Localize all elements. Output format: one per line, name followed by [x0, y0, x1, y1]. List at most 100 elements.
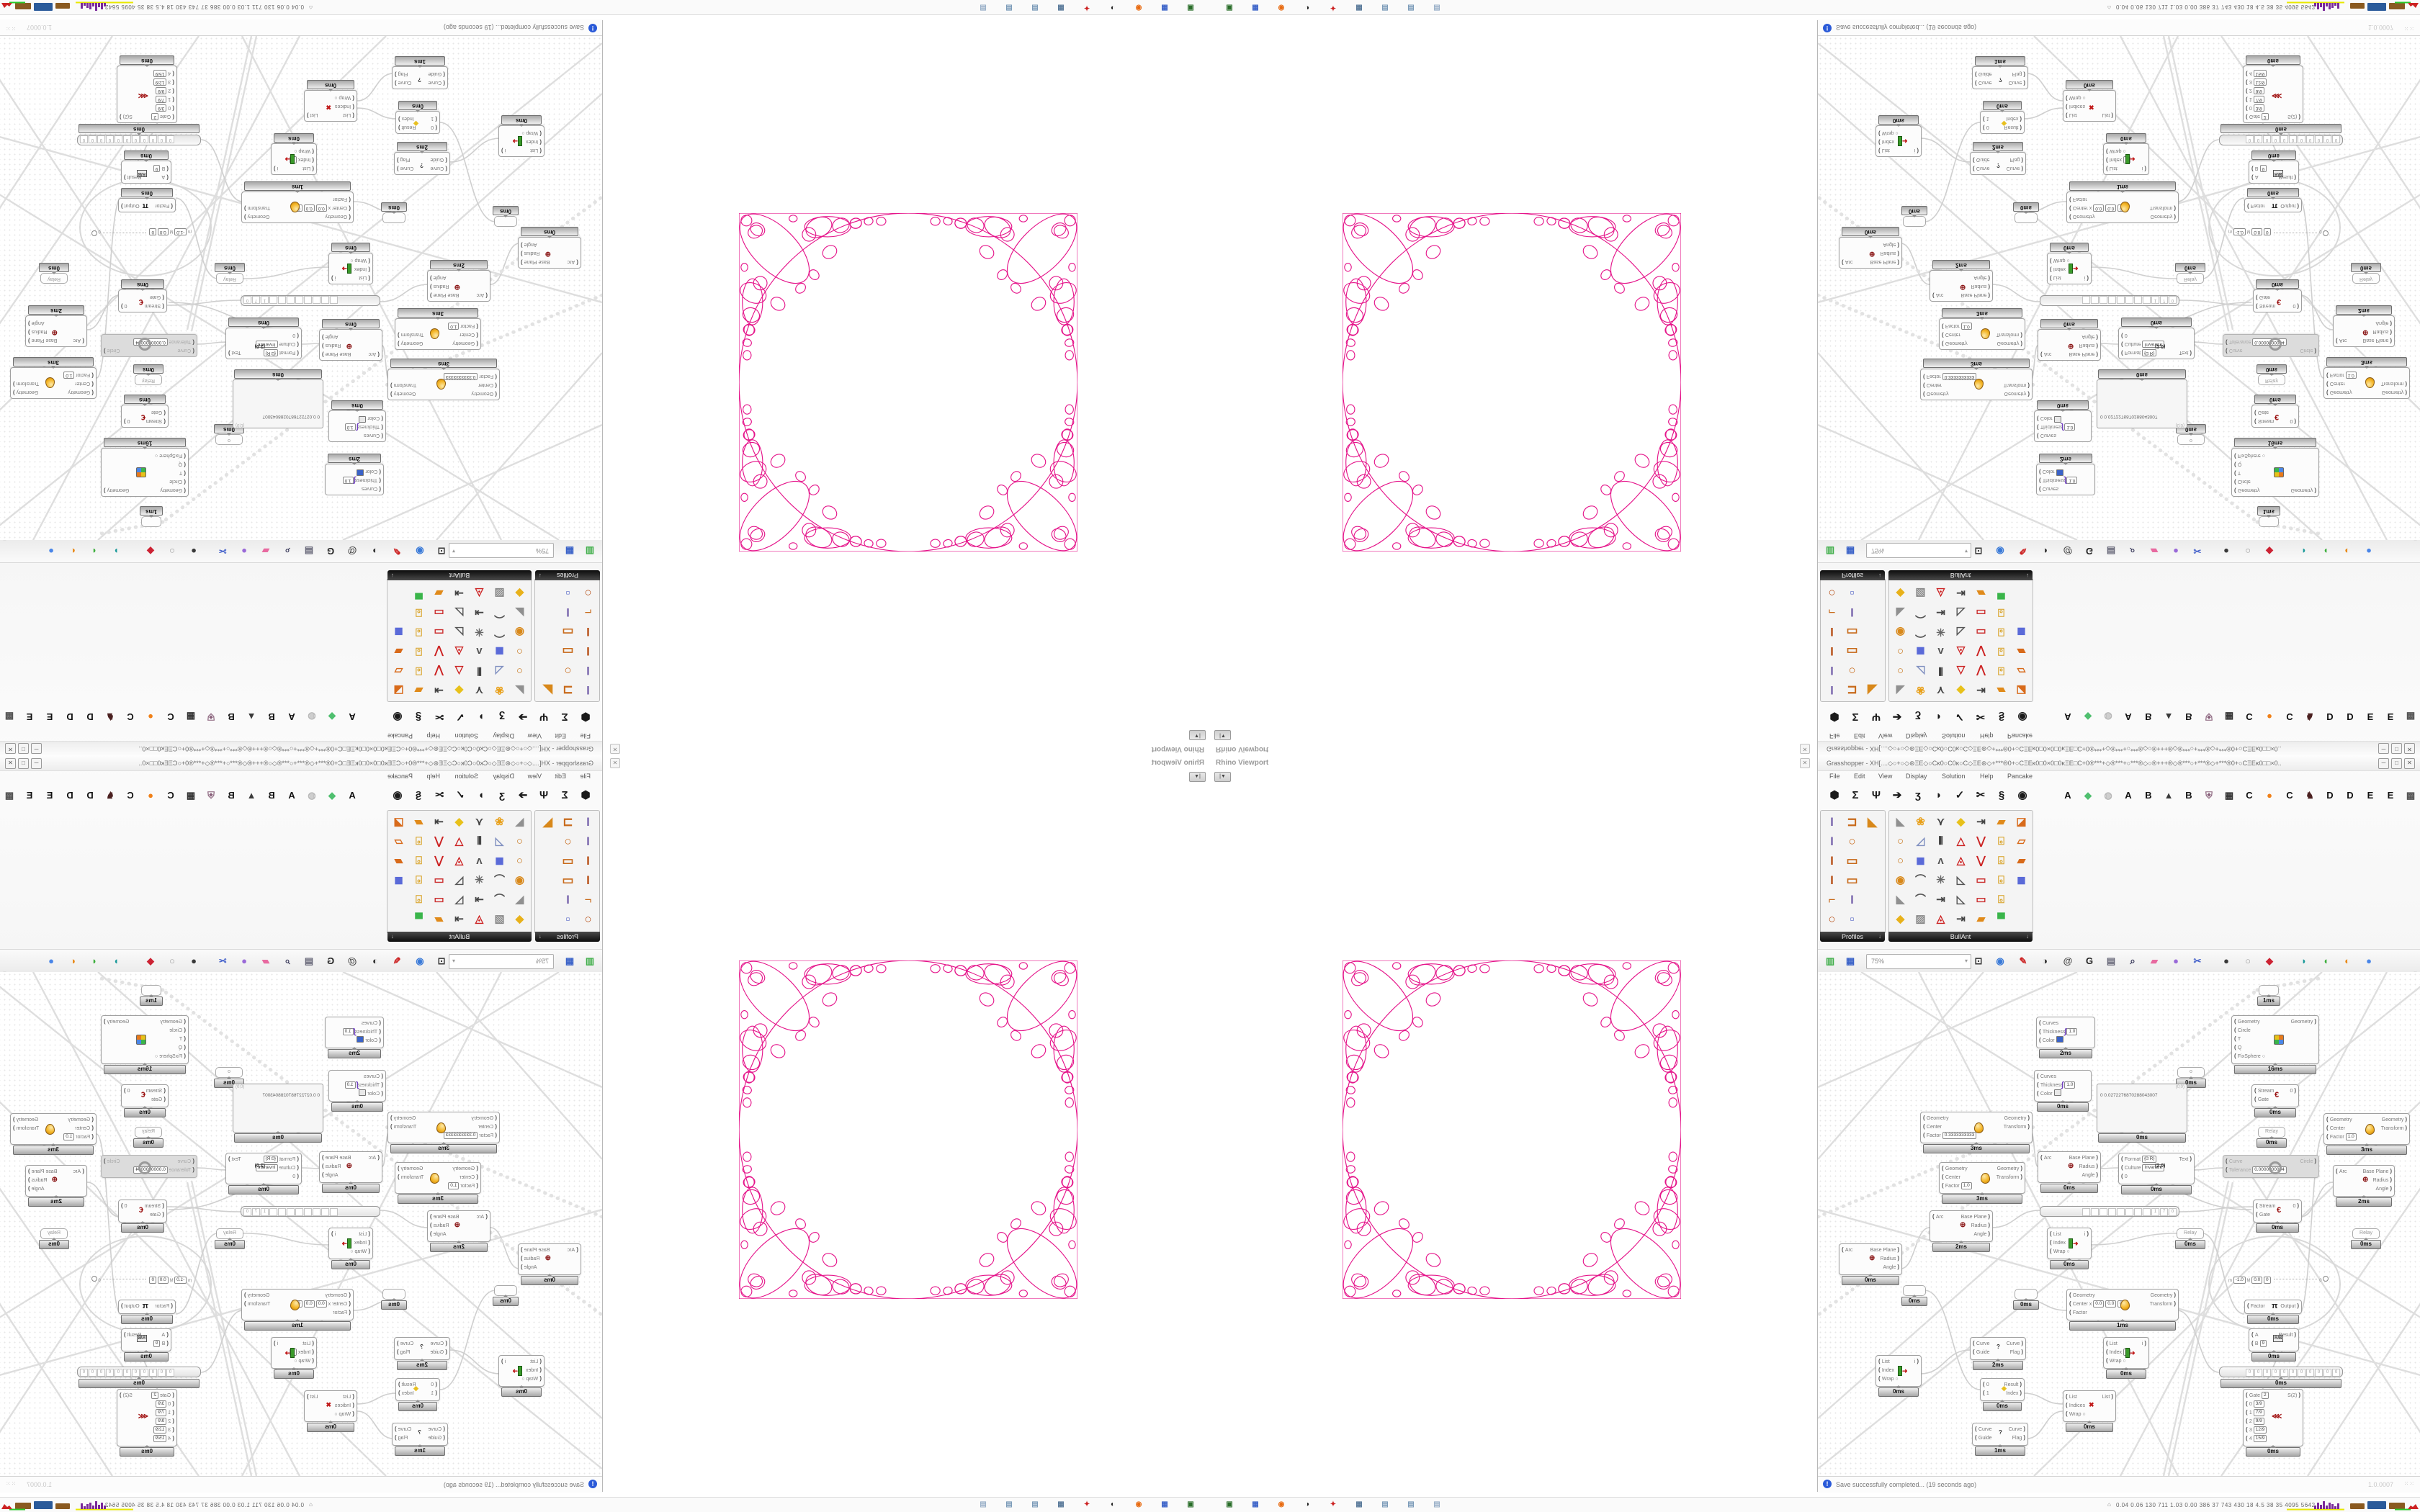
bullant-component-icon[interactable]: ⋁ [434, 835, 444, 847]
profiles-component-icon[interactable] [538, 851, 557, 870]
profiles-component-icon[interactable]: ▭ [1846, 625, 1858, 639]
bullant-component-icon[interactable]: ❀ [495, 684, 504, 696]
category-tab-icon-12[interactable]: ♞ [106, 790, 115, 801]
tool-icon-0[interactable]: ⬢ [581, 711, 591, 723]
profiles-component-icon[interactable] [538, 603, 557, 622]
gh-component[interactable]: ( Stream ( Gate 0 ) € [2253, 1200, 2302, 1223]
profiles-component-icon[interactable] [1863, 622, 1882, 642]
bullant-component-icon[interactable]: ◣ [515, 816, 524, 828]
gh-component[interactable]: ( Stream ( Gate 0 ) € [2251, 405, 2299, 428]
category-tab-icon-10[interactable]: ● [2267, 711, 2272, 722]
gh-component[interactable]: ( Arc Base Plane ) Radius ) Angle ) ⊕ [1839, 1243, 1902, 1275]
gh-component[interactable]: ( 0 ( 1 Result ) Index ) ◆ [395, 1378, 440, 1401]
bullant-component-icon[interactable]: ◿ [1916, 665, 1925, 677]
gh-component[interactable]: ( Geometry ( Center ( Factor 1.0 Geometr… [10, 367, 97, 399]
bullant-component-icon[interactable]: ◺ [1956, 874, 1966, 886]
canvasbar-icon-13[interactable]: ● [2223, 546, 2229, 557]
taskbar-app-icon-0[interactable]: ▣ [1187, 1500, 1194, 1508]
profiles-component-icon[interactable]: ▭ [562, 854, 574, 868]
canvasbar-icon-13[interactable]: ● [2223, 955, 2229, 966]
category-tab-icon-8[interactable]: ▦ [186, 711, 196, 722]
tool-icon-4[interactable]: ʒ [1915, 789, 1921, 801]
category-tab-icon-0[interactable]: A [2064, 711, 2071, 722]
tool-icon-2[interactable]: Ψ [1871, 789, 1881, 801]
category-tab-icon-10[interactable]: ● [148, 790, 153, 801]
canvasbar-icon-13[interactable]: ● [191, 955, 197, 966]
gh-component[interactable]: ( Arc Base Plane ) Radius ) Angle ) ⊕ [25, 315, 87, 347]
canvasbar-icon-4[interactable]: ✎ [393, 955, 401, 966]
bullant-component-icon[interactable] [2012, 603, 2031, 622]
domain-widget[interactable]: m -1.0 M 0.0 0 0 [78, 1276, 192, 1285]
tool-icon-5[interactable]: ◗ [478, 711, 485, 723]
canvasbar-icon-9[interactable]: ⌕ [284, 546, 290, 557]
bullant-component-icon[interactable]: ◣ [1896, 606, 1905, 618]
taskbar-app-icon-5[interactable]: ▦ [1355, 1500, 1363, 1508]
zoom-level-combo[interactable]: 75% ▾ [1866, 543, 1971, 558]
bullant-component-icon[interactable]: ▰ [414, 684, 424, 696]
canvasbar-icon-15[interactable]: ◆ [2266, 546, 2273, 557]
taskbar-app-icon-3[interactable]: ◑ [1304, 1500, 1310, 1508]
category-tab-icon-2[interactable]: ◍ [2104, 790, 2112, 801]
bullant-component-icon[interactable]: ◼ [2017, 874, 2026, 886]
bullant-component-icon[interactable]: ▭ [434, 606, 444, 618]
category-tab-icon-16[interactable]: E [2387, 790, 2394, 801]
category-tab-icon-5[interactable]: ▲ [2164, 711, 2174, 722]
profiles-component-icon[interactable] [1863, 583, 1882, 603]
minimize-button[interactable]: ─ [2378, 743, 2389, 754]
close-button[interactable]: ✕ [2404, 743, 2415, 754]
canvasbar-icon-8[interactable]: ▤ [2106, 955, 2116, 966]
canvasbar-icon-14[interactable]: ○ [2245, 546, 2251, 557]
domain-widget[interactable]: m -1.0 M 0.0 0 0 [78, 227, 192, 236]
bullant-component-icon[interactable]: △ [1956, 835, 1966, 847]
category-tab-icon-7[interactable]: ⛨ [207, 711, 215, 722]
bullant-component-icon[interactable]: ▰ [414, 816, 424, 828]
menu-view[interactable]: View [1878, 732, 1893, 739]
category-tab-icon-14[interactable]: D [2347, 790, 2354, 801]
taskbar-app-icon-7[interactable]: ▤ [1005, 4, 1013, 12]
tab-bullant[interactable]: BullAnt ↓ [387, 570, 532, 580]
bullant-component-icon[interactable]: ⌻ [1997, 835, 2004, 847]
canvasbar-icon-9[interactable]: ⌕ [2130, 546, 2136, 557]
gh-component[interactable]: ( List ( Indices ( Wrap ○ List ) ✖ [304, 1390, 357, 1422]
bullant-component-icon[interactable]: ◆ [1956, 684, 1966, 696]
bullant-component-icon[interactable]: ⇥ [454, 587, 464, 599]
grasshopper-titlebar[interactable]: Grasshopper - XH[....◇○+○◇⊛ΞE◇○Cκ0○C0κ○C… [0, 756, 602, 771]
bullant-component-icon[interactable]: ⌻ [416, 665, 423, 677]
bullant-component-icon[interactable]: ◆ [515, 587, 524, 599]
canvasbar-icon-11[interactable]: ● [2173, 955, 2179, 966]
category-tab-icon-2[interactable]: ◍ [308, 711, 316, 722]
menu-help[interactable]: Help [1980, 773, 1994, 780]
gh-component[interactable]: ( Geometry ( Circle ( T ( Q ( FixSphere … [101, 1015, 189, 1064]
profiles-component-icon[interactable]: I [586, 625, 590, 639]
bullant-component-icon[interactable]: ▰ [2017, 645, 2026, 657]
gh-component[interactable]: ( Geometry ( Circle ( T ( Q ( FixSphere … [101, 448, 189, 497]
bullant-component-icon[interactable]: ▀ [1997, 913, 2005, 925]
bullant-component-icon[interactable]: ⦀ [1938, 665, 1943, 677]
taskbar-app-icon-3[interactable]: ◑ [1110, 1500, 1116, 1508]
bullant-component-icon[interactable]: ○ [516, 665, 524, 677]
bullant-component-icon[interactable]: ◣ [1896, 684, 1905, 696]
close-button[interactable]: ✕ [5, 743, 16, 754]
gh-component[interactable]: ( Format {0:R} ( Culture Invariant ( 0 T… [2118, 1153, 2195, 1184]
taskbar-app-icon-0[interactable]: ▣ [1187, 4, 1194, 12]
tab-bullant[interactable]: BullAnt ↓ [387, 932, 532, 942]
profiles-component-icon[interactable]: I [586, 834, 590, 848]
bullant-component-icon[interactable]: ⇥ [434, 684, 444, 696]
canvasbar-icon-17[interactable]: ◖ [91, 955, 97, 966]
category-tab-icon-10[interactable]: ● [2267, 790, 2272, 801]
bullant-component-icon[interactable]: ◼ [495, 855, 504, 867]
bullant-component-icon[interactable]: ▨ [1915, 587, 1926, 599]
profiles-component-icon[interactable] [1863, 661, 1882, 680]
rhino-close-icon[interactable]: ✕ [1800, 744, 1810, 754]
bullant-component-icon[interactable]: ⌻ [416, 626, 423, 638]
maximize-button[interactable]: □ [18, 743, 29, 754]
canvasbar-icon-16[interactable]: ◗ [2301, 546, 2307, 557]
gh-component[interactable]: ( Geometry ( Center ( Factor 1.0 Geometr… [10, 1113, 97, 1145]
taskbar-app-icon-4[interactable]: ✦ [1083, 4, 1090, 12]
gh-component[interactable]: ( Arc Base Plane ) Radius ) Angle ) ⊕ [319, 1151, 382, 1183]
category-tab-icon-4[interactable]: B [2145, 790, 2152, 801]
tool-icon-8[interactable]: § [1998, 789, 2005, 801]
bullant-component-icon[interactable]: ✳ [475, 626, 484, 638]
bullant-component-icon[interactable]: ❀ [1916, 816, 1925, 828]
